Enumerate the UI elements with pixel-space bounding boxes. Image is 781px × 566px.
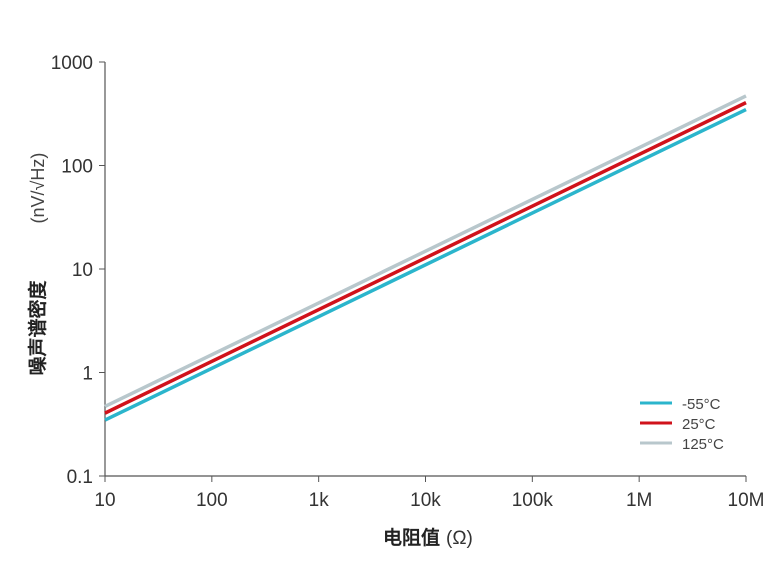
y-tick-label: 100	[61, 157, 93, 178]
x-tick-label: 10	[94, 490, 115, 511]
series-line-25°C	[104, 101, 747, 415]
x-tick-label: 10k	[410, 490, 441, 511]
x-tick-label: 100k	[512, 490, 554, 511]
x-tick-label: 1k	[309, 490, 330, 511]
x-axis-label: 电阻值	[383, 526, 440, 549]
legend-label: -55°C	[682, 396, 721, 413]
y-tick-label: 0.1	[67, 467, 93, 488]
y-axis-label: 噪声谱密度	[26, 280, 49, 376]
legend: -55°C 25°C 125°C	[640, 396, 724, 453]
x-axis-unit: (Ω)	[446, 528, 473, 549]
y-tick-label: 1000	[51, 53, 93, 74]
legend-label: 25°C	[682, 416, 716, 433]
legend-label: 125°C	[682, 436, 724, 453]
x-tick-label: 10M	[728, 490, 765, 511]
y-tick-label: 1	[82, 364, 93, 385]
y-axis-unit: (nV/√Hz)	[28, 153, 48, 224]
axes: 10 100 1k 10k 100k 1M 10M 0.1 1 10 100 1000	[51, 53, 765, 511]
x-tick-label: 1M	[626, 490, 652, 511]
series-lines	[104, 94, 747, 422]
series-line--55°C	[104, 108, 747, 422]
x-tick-label: 100	[196, 490, 228, 511]
y-tick-label: 10	[72, 260, 93, 281]
series-line-125°C	[104, 94, 747, 409]
